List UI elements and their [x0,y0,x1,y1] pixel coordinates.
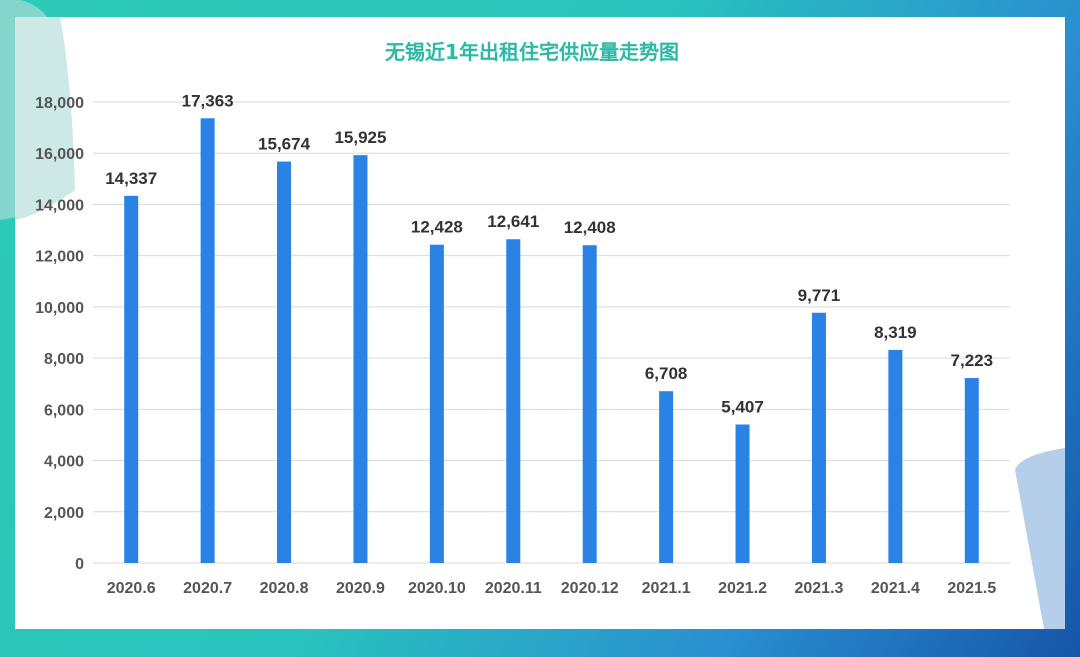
data-label: 17,363 [182,91,234,110]
y-tick-label: 14,000 [35,197,84,214]
y-tick-label: 10,000 [35,300,84,317]
x-tick-label: 2020.6 [107,580,156,597]
y-tick-label: 12,000 [35,249,84,266]
data-label: 15,674 [258,135,311,154]
y-tick-label: 16,000 [35,146,84,163]
bar [964,378,979,563]
x-tick-label: 2020.7 [183,580,232,597]
bar [200,118,215,564]
data-label: 9,771 [798,286,841,305]
y-tick-label: 6,000 [44,402,84,419]
data-label: 15,925 [334,128,386,147]
bar [582,245,597,563]
x-tick-label: 2021.4 [871,580,920,597]
x-tick-label: 2020.10 [408,580,466,597]
x-tick-label: 2021.5 [947,580,996,597]
y-tick-label: 0 [75,556,84,573]
y-tick-label: 2,000 [44,505,84,522]
data-label: 12,408 [564,218,616,237]
data-label: 12,428 [411,218,463,237]
x-tick-label: 2021.1 [642,580,691,597]
bar [735,424,750,563]
bar [353,155,368,563]
data-label: 8,319 [874,323,917,342]
bar [888,349,903,563]
y-tick-label: 4,000 [44,454,84,471]
bar [659,391,674,563]
bar [506,239,521,563]
y-tick-label: 8,000 [44,351,84,368]
y-tick-label: 18,000 [35,95,84,112]
data-label: 12,641 [487,212,539,231]
x-tick-label: 2021.3 [794,580,843,597]
data-label: 5,407 [721,398,764,417]
decor-shape-left [15,17,75,220]
chart-title: 无锡近1年出租住宅供应量走势图 [385,40,679,64]
x-tick-label: 2020.8 [260,580,309,597]
bar [429,244,444,563]
data-label: 14,337 [105,169,157,188]
x-tick-label: 2021.2 [718,580,767,597]
bar [124,195,139,563]
x-tick-label: 2020.9 [336,580,385,597]
x-tick-label: 2020.11 [485,580,542,597]
x-tick-label: 2020.12 [561,580,619,597]
bar [277,161,292,563]
decor-shape-bottom-right [1015,448,1065,629]
data-label: 6,708 [645,364,688,383]
data-label: 7,223 [951,351,994,370]
bar [811,312,826,563]
